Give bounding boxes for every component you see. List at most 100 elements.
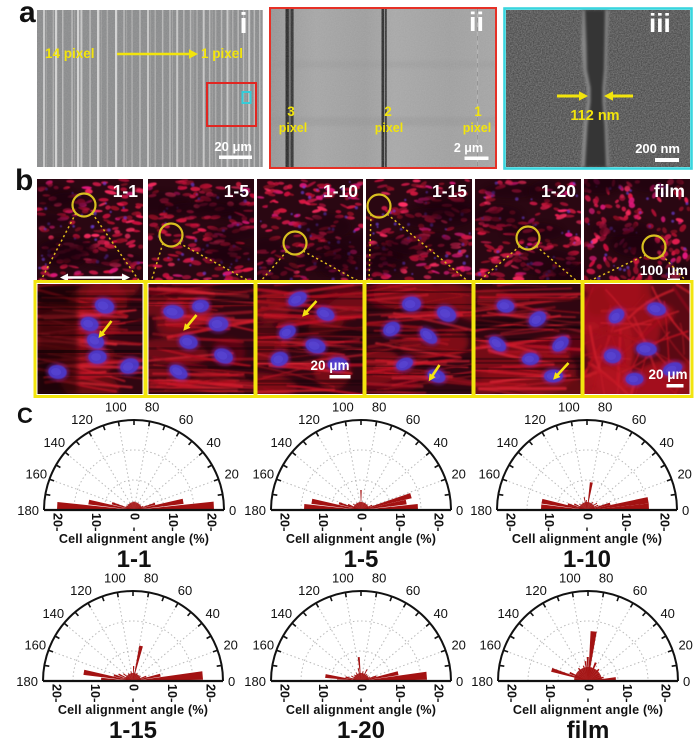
svg-text:0: 0 — [354, 684, 368, 691]
svg-text:80: 80 — [372, 400, 386, 415]
svg-text:film: film — [567, 717, 610, 744]
svg-text:0: 0 — [456, 503, 463, 518]
svg-text:1 pixel: 1 pixel — [201, 46, 243, 61]
svg-text:60: 60 — [633, 583, 647, 598]
svg-text:20: 20 — [657, 513, 671, 527]
svg-text:112 nm: 112 nm — [570, 108, 619, 124]
svg-text:1-1: 1-1 — [113, 181, 139, 201]
svg-text:20: 20 — [204, 513, 218, 527]
svg-text:Cell alignment angle (%): Cell alignment angle (%) — [286, 703, 436, 717]
svg-text:pixel: pixel — [279, 121, 308, 135]
svg-text:iii: iii — [649, 8, 671, 38]
svg-text:10: 10 — [316, 513, 330, 527]
svg-text:140: 140 — [270, 606, 292, 621]
svg-text:100 μm: 100 μm — [640, 262, 688, 278]
svg-text:a: a — [19, 0, 36, 29]
svg-text:140: 140 — [42, 606, 64, 621]
svg-text:140: 140 — [497, 606, 519, 621]
svg-text:10: 10 — [316, 684, 330, 698]
svg-text:1-20: 1-20 — [337, 717, 385, 744]
svg-text:20: 20 — [50, 513, 64, 527]
svg-text:180: 180 — [17, 503, 39, 518]
svg-text:60: 60 — [179, 412, 193, 427]
svg-text:200 nm: 200 nm — [635, 141, 680, 156]
svg-text:10: 10 — [619, 513, 633, 527]
svg-text:160: 160 — [479, 637, 501, 652]
svg-text:20: 20 — [451, 466, 465, 481]
svg-text:180: 180 — [470, 503, 492, 518]
svg-text:1-20: 1-20 — [541, 181, 576, 201]
svg-text:140: 140 — [270, 435, 292, 450]
svg-text:20 μm: 20 μm — [214, 139, 252, 154]
svg-text:80: 80 — [145, 400, 159, 415]
svg-text:20: 20 — [223, 637, 237, 652]
svg-text:0: 0 — [228, 674, 235, 689]
svg-text:120: 120 — [71, 412, 93, 427]
svg-text:20: 20 — [677, 466, 691, 481]
svg-text:60: 60 — [178, 583, 192, 598]
svg-text:0: 0 — [127, 513, 141, 520]
svg-text:20: 20 — [49, 684, 63, 698]
svg-text:10: 10 — [543, 684, 557, 698]
svg-text:100: 100 — [558, 400, 580, 415]
svg-text:20: 20 — [277, 513, 291, 527]
svg-text:Cell alignment angle (%): Cell alignment angle (%) — [512, 532, 662, 546]
svg-text:20: 20 — [451, 637, 465, 652]
svg-text:10: 10 — [620, 684, 634, 698]
svg-text:60: 60 — [632, 412, 646, 427]
svg-text:3: 3 — [287, 104, 295, 119]
svg-text:20: 20 — [431, 513, 445, 527]
svg-text:120: 120 — [524, 412, 546, 427]
svg-text:10: 10 — [165, 684, 179, 698]
svg-text:0: 0 — [682, 503, 689, 518]
svg-text:20: 20 — [431, 684, 445, 698]
svg-text:20: 20 — [678, 637, 692, 652]
svg-text:b: b — [15, 164, 33, 197]
svg-text:160: 160 — [24, 637, 46, 652]
svg-text:10: 10 — [542, 513, 556, 527]
svg-text:80: 80 — [599, 571, 613, 586]
svg-text:100: 100 — [332, 571, 354, 586]
svg-text:80: 80 — [144, 571, 158, 586]
svg-text:10: 10 — [393, 684, 407, 698]
svg-text:ii: ii — [469, 7, 484, 37]
svg-text:100: 100 — [559, 571, 581, 586]
svg-text:100: 100 — [105, 400, 127, 415]
svg-text:100: 100 — [104, 571, 126, 586]
svg-text:20: 20 — [504, 684, 518, 698]
svg-text:180: 180 — [244, 674, 266, 689]
svg-text:80: 80 — [598, 400, 612, 415]
svg-text:120: 120 — [298, 412, 320, 427]
svg-text:0: 0 — [126, 684, 140, 691]
svg-text:40: 40 — [433, 435, 447, 450]
svg-text:160: 160 — [478, 466, 500, 481]
svg-text:20: 20 — [277, 684, 291, 698]
svg-text:160: 160 — [252, 637, 274, 652]
svg-text:1-1: 1-1 — [117, 546, 152, 573]
svg-text:20: 20 — [203, 684, 217, 698]
svg-text:40: 40 — [206, 435, 220, 450]
svg-text:180: 180 — [16, 674, 38, 689]
svg-text:film: film — [654, 181, 685, 201]
svg-text:40: 40 — [659, 435, 673, 450]
svg-text:2: 2 — [384, 104, 392, 119]
svg-text:20: 20 — [224, 466, 238, 481]
svg-text:20 μm: 20 μm — [310, 358, 349, 373]
svg-text:0: 0 — [581, 684, 595, 691]
svg-text:0: 0 — [456, 674, 463, 689]
svg-text:1-15: 1-15 — [109, 717, 157, 744]
svg-text:20: 20 — [658, 684, 672, 698]
svg-text:1-10: 1-10 — [563, 546, 611, 573]
svg-text:10: 10 — [166, 513, 180, 527]
svg-text:1-15: 1-15 — [432, 181, 467, 201]
svg-text:0: 0 — [683, 674, 690, 689]
svg-text:10: 10 — [88, 684, 102, 698]
svg-text:100: 100 — [332, 400, 354, 415]
svg-text:20 μm: 20 μm — [648, 367, 687, 382]
svg-text:140: 140 — [43, 435, 65, 450]
svg-text:80: 80 — [372, 571, 386, 586]
svg-text:1-5: 1-5 — [224, 181, 250, 201]
svg-text:C: C — [17, 403, 33, 428]
svg-text:Cell alignment angle (%): Cell alignment angle (%) — [58, 703, 208, 717]
svg-text:14 pixel: 14 pixel — [45, 46, 95, 61]
